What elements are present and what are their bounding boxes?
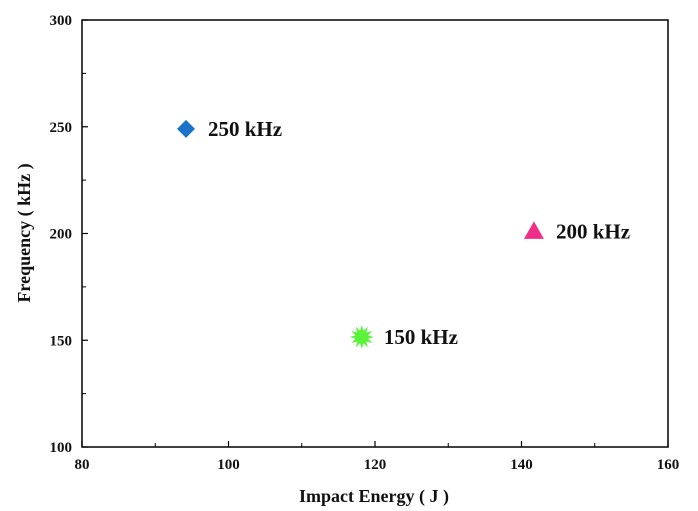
y-tick-label: 100 — [50, 440, 73, 456]
y-tick-label: 250 — [50, 120, 73, 136]
triangle-marker — [523, 221, 544, 239]
y-tick-label: 150 — [50, 333, 73, 349]
starburst-marker — [349, 325, 374, 349]
point-label: 150 kHz — [384, 325, 458, 349]
y-tick-label: 200 — [50, 227, 73, 243]
x-tick-label: 160 — [657, 457, 680, 473]
x-tick-label: 80 — [75, 457, 90, 473]
x-axis-title: Impact Energy ( J ) — [299, 486, 449, 507]
x-tick-label: 140 — [510, 457, 533, 473]
y-axis-title: Frequency ( kHz ) — [14, 163, 35, 302]
x-tick-label: 100 — [217, 457, 240, 473]
diamond-marker — [177, 119, 196, 138]
point-label: 250 kHz — [208, 117, 282, 141]
y-tick-label: 300 — [50, 13, 73, 29]
point-label: 200 kHz — [556, 219, 630, 243]
x-tick-label: 120 — [364, 457, 387, 473]
